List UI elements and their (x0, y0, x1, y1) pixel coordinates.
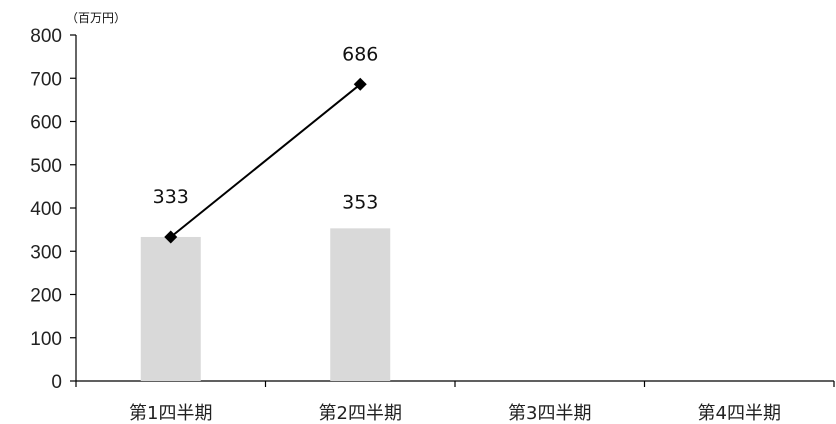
y-axis: 0 100 200 300 400 500 600 700 800 (30, 26, 77, 393)
bar-series (140, 228, 391, 381)
x-axis: 第1四半期 第2四半期 第3四半期 第4四半期 (75, 380, 835, 424)
x-tick-label: 第1四半期 (129, 403, 212, 424)
y-tick-label: 100 (30, 329, 62, 350)
data-label: 353 (342, 191, 378, 213)
line-point-marker (164, 230, 178, 244)
data-label: 686 (342, 43, 378, 65)
y-tick-label: 500 (30, 156, 62, 177)
line-point-marker (353, 77, 367, 91)
bar (140, 236, 201, 381)
y-tick-label: 300 (30, 242, 62, 263)
y-tick-label: 800 (30, 26, 62, 47)
y-axis-unit-label: （百万円） (66, 11, 126, 25)
x-tick-label: 第3四半期 (508, 403, 591, 424)
x-tick-label: 第4四半期 (698, 403, 781, 424)
bar (330, 228, 391, 381)
y-tick-label: 700 (30, 69, 62, 90)
line-series (164, 77, 367, 244)
x-tick-label: 第2四半期 (319, 403, 402, 424)
y-tick-label: 600 (30, 113, 62, 134)
line-path (170, 83, 361, 238)
y-tick-label: 200 (30, 286, 62, 307)
y-tick-label: 0 (51, 372, 62, 393)
data-labels: 333 353 686 (153, 43, 379, 213)
data-label: 333 (153, 186, 189, 208)
y-tick-label: 400 (30, 199, 62, 220)
